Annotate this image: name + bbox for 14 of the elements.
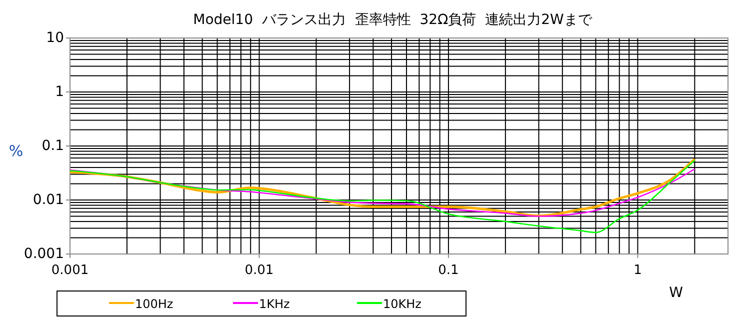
x-axis-title: W (669, 285, 684, 301)
x-tick-label: 0.1 (438, 263, 459, 278)
y-tick-label: 0.01 (32, 192, 64, 208)
x-tick-label: 0.01 (244, 263, 274, 278)
y-axis-title: % (8, 142, 24, 160)
y-tick-label: 10 (46, 30, 64, 46)
y-tick-label: 0.1 (42, 138, 64, 154)
legend-label: 1KHz (259, 297, 290, 311)
legend-label: 100Hz (135, 297, 174, 311)
y-tick-label: 1 (55, 84, 64, 100)
y-tick-label: 0.001 (24, 246, 64, 262)
chart-title: Model10 バランス出力 歪率特性 32Ω負荷 連続出力2Wまで (193, 12, 593, 28)
x-tick-label: 1 (634, 263, 642, 278)
legend-label: 10KHz (383, 297, 422, 311)
